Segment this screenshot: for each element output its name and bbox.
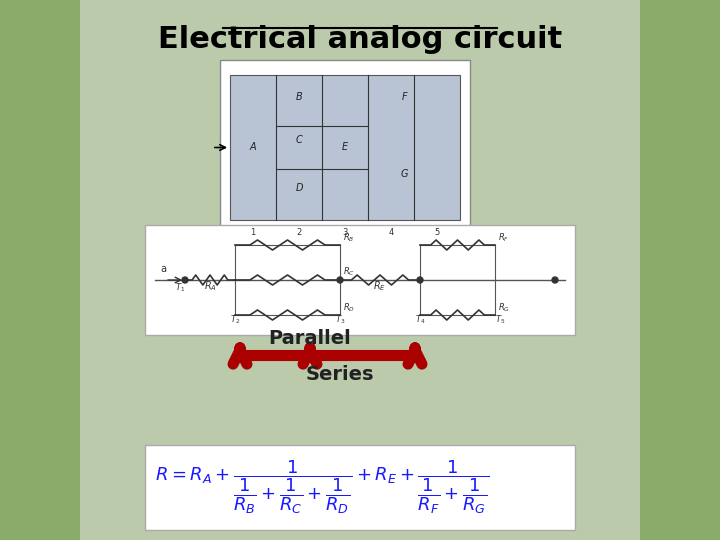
Text: $R_F$: $R_F$ (498, 231, 509, 244)
Circle shape (337, 277, 343, 283)
Text: F: F (402, 92, 408, 102)
Text: Series: Series (306, 365, 374, 384)
Text: $R_B$: $R_B$ (343, 231, 354, 244)
Text: 3: 3 (342, 228, 348, 237)
Text: Parallel: Parallel (269, 329, 351, 348)
Text: $R_A$: $R_A$ (204, 279, 217, 293)
Text: Electrical analog circuit: Electrical analog circuit (158, 25, 562, 54)
Text: 4: 4 (388, 228, 394, 237)
Text: E: E (342, 143, 348, 152)
Text: C: C (296, 135, 302, 145)
Text: $T_5$: $T_5$ (495, 314, 505, 327)
Text: $R = R_A + \dfrac{1}{\dfrac{1}{R_B}+\dfrac{1}{R_C}+\dfrac{1}{R_D}} + R_E + \dfra: $R = R_A + \dfrac{1}{\dfrac{1}{R_B}+\dfr… (155, 459, 490, 516)
Text: $T_3$: $T_3$ (335, 314, 345, 327)
Text: $T_2$: $T_2$ (230, 314, 240, 327)
Text: $R_G$: $R_G$ (498, 301, 510, 314)
Text: A: A (250, 143, 256, 152)
Text: $T_1$: $T_1$ (175, 281, 185, 294)
Bar (230, 75, 460, 220)
Text: $R_C$: $R_C$ (343, 266, 355, 279)
Text: B: B (296, 92, 302, 102)
Text: 5: 5 (434, 228, 440, 237)
Bar (80, 0, 640, 540)
Text: $R_D$: $R_D$ (343, 301, 355, 314)
Text: $T_4$: $T_4$ (415, 314, 426, 327)
Circle shape (417, 277, 423, 283)
Bar (145, 225, 575, 335)
Text: 2: 2 (297, 228, 302, 237)
Text: a: a (160, 264, 166, 274)
Text: G: G (401, 168, 408, 179)
Circle shape (552, 277, 558, 283)
Text: $R_E$: $R_E$ (374, 279, 387, 293)
Bar (220, 60, 470, 235)
Text: 1: 1 (251, 228, 256, 237)
Text: D: D (295, 183, 302, 193)
Circle shape (182, 277, 188, 283)
Bar (145, 445, 575, 530)
